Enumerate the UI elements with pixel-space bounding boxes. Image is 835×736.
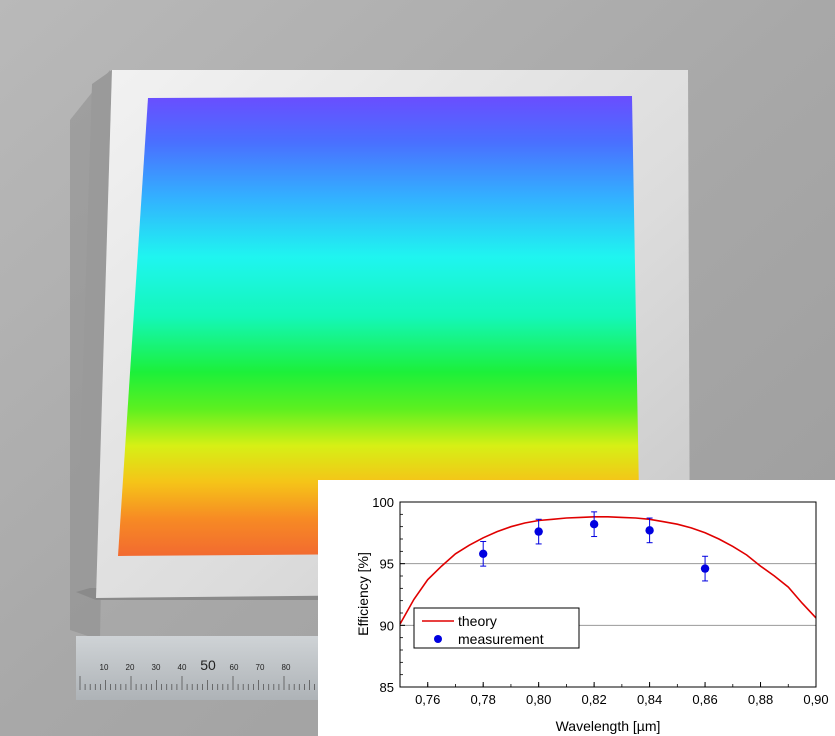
x-tick-label: 0,80 <box>526 692 551 707</box>
x-axis: 0,76 0,78 0,80 0,82 0,84 0,86 0,88 0,90 <box>399 682 829 707</box>
y-tick-label: 90 <box>380 618 394 633</box>
y-axis-label: Efficiency [%] <box>355 552 371 636</box>
ruler-label: 50 <box>200 657 216 673</box>
ruler-label: 40 <box>178 663 187 672</box>
y-tick-label: 95 <box>380 557 394 572</box>
y-tick-label: 100 <box>372 495 394 510</box>
measurement-point <box>479 549 488 558</box>
ruler-ticks <box>79 676 326 690</box>
measurement-point <box>534 527 543 536</box>
ruler-labels: 10 20 30 40 50 60 70 80 <box>100 657 291 673</box>
ruler-label: 30 <box>152 663 161 672</box>
ruler-label: 20 <box>126 663 135 672</box>
legend: theory measurement <box>413 607 580 649</box>
ruler-label: 10 <box>100 663 109 672</box>
plot-area <box>400 502 816 687</box>
legend-measurement-swatch <box>434 635 442 643</box>
theory-series <box>399 516 817 625</box>
plot-frame <box>399 501 817 688</box>
efficiency-chart: 0,76 0,78 0,80 0,82 0,84 0,86 0,88 0,90 85 90 95 1… <box>318 480 835 736</box>
ruler-label: 60 <box>230 663 239 672</box>
substrate-edge <box>76 70 112 600</box>
legend-box <box>413 607 580 649</box>
x-tick-label: 0,82 <box>581 692 606 707</box>
y-tick-label: 85 <box>380 680 394 695</box>
measurement-point <box>700 564 710 573</box>
measurement-point <box>589 520 599 529</box>
chart-svg: 0,76 0,78 0,80 0,82 0,84 0,86 0,88 0,90 85 90 95 1… <box>355 495 829 734</box>
legend-measurement-label: measurement <box>458 631 544 647</box>
x-tick-label: 0,88 <box>748 692 773 707</box>
measurement-series <box>479 511 710 582</box>
grating-surface <box>118 96 640 556</box>
theory-curve <box>399 516 817 625</box>
legend-theory-label: theory <box>458 613 497 629</box>
ruler-label: 80 <box>282 663 291 672</box>
measurement-point <box>645 526 654 535</box>
x-tick-label: 0,78 <box>471 692 496 707</box>
x-tick-label: 0,84 <box>637 692 662 707</box>
ruler: 10 20 30 40 50 60 70 80 <box>76 636 326 700</box>
y-axis: 85 90 95 100 <box>372 495 405 695</box>
ruler-label: 70 <box>256 663 265 672</box>
x-axis-label: Wavelength [µm] <box>556 718 661 734</box>
x-tick-label: 0,76 <box>415 692 440 707</box>
x-tick-label: 0,90 <box>803 692 828 707</box>
x-tick-label: 0,86 <box>692 692 717 707</box>
